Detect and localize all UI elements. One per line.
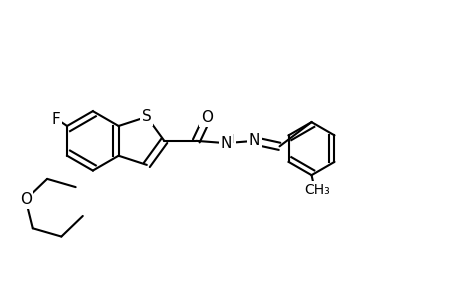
- Text: O: O: [201, 110, 213, 125]
- Text: H: H: [224, 133, 234, 146]
- Text: O: O: [20, 192, 32, 207]
- Text: CH₃: CH₃: [304, 183, 330, 197]
- Text: N: N: [248, 134, 259, 148]
- Text: N: N: [220, 136, 231, 151]
- Text: F: F: [51, 112, 60, 127]
- Text: S: S: [142, 109, 151, 124]
